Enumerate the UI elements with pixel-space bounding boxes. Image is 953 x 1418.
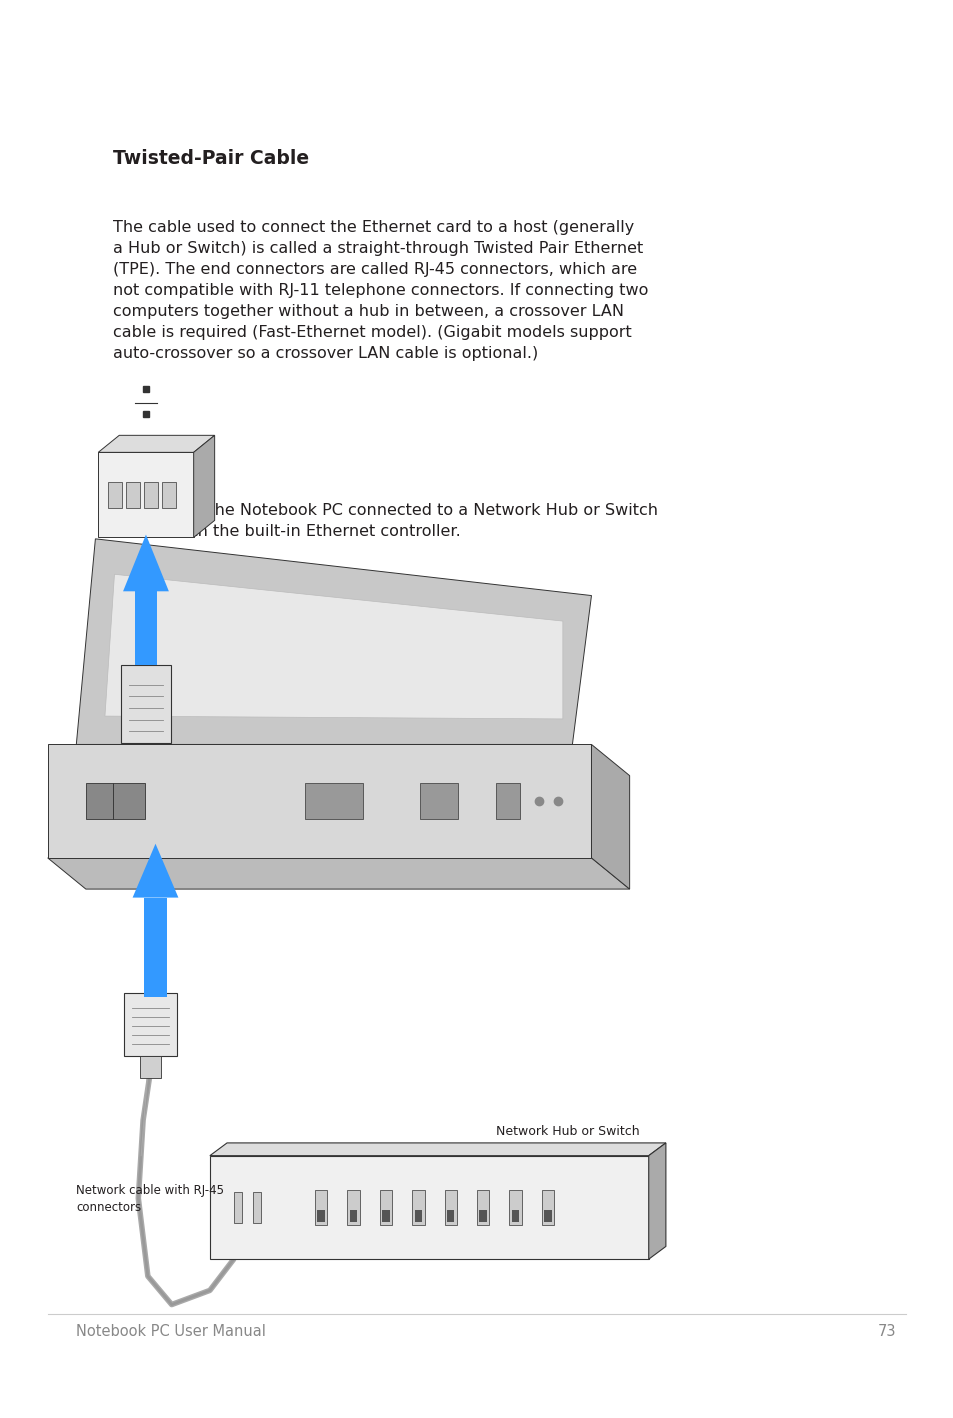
Polygon shape	[305, 783, 362, 820]
Polygon shape	[412, 1190, 424, 1225]
Polygon shape	[317, 1210, 324, 1222]
Polygon shape	[121, 665, 171, 743]
Polygon shape	[144, 898, 167, 997]
Polygon shape	[48, 744, 591, 858]
Polygon shape	[496, 783, 519, 820]
Polygon shape	[541, 1190, 554, 1225]
Polygon shape	[253, 1193, 261, 1222]
Polygon shape	[314, 1190, 327, 1225]
Polygon shape	[444, 1190, 456, 1225]
Polygon shape	[447, 1210, 454, 1222]
Polygon shape	[124, 993, 177, 1056]
Text: 73: 73	[877, 1324, 895, 1340]
Polygon shape	[162, 482, 176, 508]
Polygon shape	[126, 482, 140, 508]
Polygon shape	[476, 1190, 489, 1225]
Polygon shape	[379, 1190, 392, 1225]
Polygon shape	[210, 1156, 648, 1259]
Polygon shape	[210, 1143, 665, 1156]
Polygon shape	[76, 539, 591, 744]
Polygon shape	[105, 574, 562, 719]
Polygon shape	[108, 482, 122, 508]
Polygon shape	[512, 1210, 518, 1222]
Text: Twisted-Pair Cable: Twisted-Pair Cable	[112, 149, 309, 167]
Polygon shape	[140, 1056, 161, 1078]
Polygon shape	[544, 1210, 551, 1222]
Polygon shape	[134, 591, 157, 665]
Text: Network Hub or Switch: Network Hub or Switch	[496, 1124, 639, 1137]
Polygon shape	[509, 1190, 521, 1225]
Text: Network cable with RJ-45
connectors: Network cable with RJ-45 connectors	[76, 1184, 224, 1214]
Polygon shape	[419, 783, 457, 820]
Polygon shape	[233, 1193, 242, 1222]
Polygon shape	[382, 1210, 389, 1222]
Polygon shape	[347, 1190, 359, 1225]
Polygon shape	[48, 858, 629, 889]
Polygon shape	[86, 783, 112, 820]
Polygon shape	[123, 535, 169, 591]
Polygon shape	[112, 783, 145, 820]
Polygon shape	[479, 1210, 486, 1222]
Text: Example of the Notebook PC connected to a Network Hub or Switch
for use with the: Example of the Notebook PC connected to …	[112, 503, 657, 539]
Polygon shape	[132, 844, 178, 898]
Polygon shape	[591, 744, 629, 889]
Polygon shape	[350, 1210, 356, 1222]
Polygon shape	[144, 482, 158, 508]
Polygon shape	[193, 435, 214, 537]
Polygon shape	[648, 1143, 665, 1259]
Polygon shape	[415, 1210, 421, 1222]
Polygon shape	[98, 452, 193, 537]
Text: The cable used to connect the Ethernet card to a host (generally
a Hub or Switch: The cable used to connect the Ethernet c…	[112, 220, 647, 360]
Polygon shape	[98, 435, 214, 452]
Text: Notebook PC User Manual: Notebook PC User Manual	[76, 1324, 266, 1340]
